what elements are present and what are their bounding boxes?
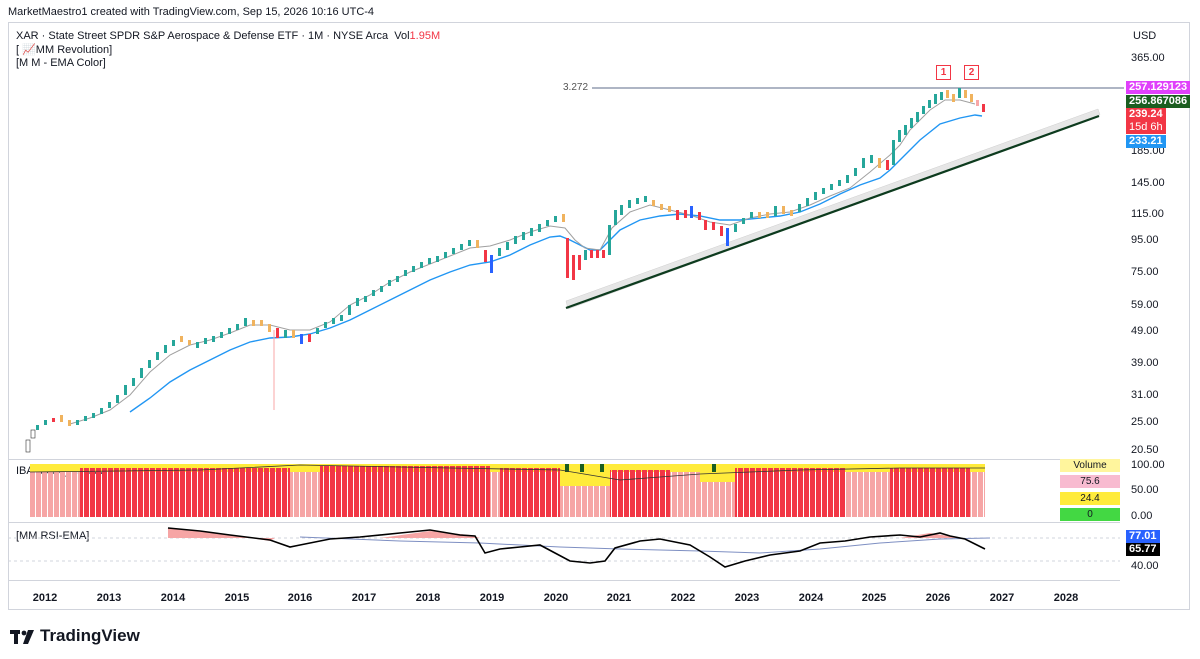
mf-box-volume: Volume xyxy=(1060,459,1120,472)
price-tag-ema: 233.21 xyxy=(1126,135,1166,148)
chart-frame xyxy=(8,22,1190,610)
price-axis-label: 49.00 xyxy=(1131,325,1159,337)
x-axis-label: 2018 xyxy=(415,592,441,604)
vol-value: 1.95M xyxy=(409,30,441,42)
ma-line xyxy=(69,99,976,425)
x-axis-label: 2022 xyxy=(670,592,696,604)
rsi-axis-label: 40.00 xyxy=(1131,560,1159,572)
x-axis-label: 2024 xyxy=(798,592,824,604)
x-axis-label: 2020 xyxy=(543,592,569,604)
mf-box-value: 24.4 xyxy=(1060,492,1120,505)
x-axis-label: 2021 xyxy=(606,592,632,604)
tradingview-logo[interactable]: TradingView xyxy=(10,626,140,646)
mf-axis-label: 100.00 xyxy=(1131,459,1165,471)
trend-line xyxy=(565,114,1100,310)
vol-label: Vol xyxy=(394,30,410,42)
rsi-chart[interactable] xyxy=(0,523,1200,580)
mf-box-value: 75.6 xyxy=(1060,475,1120,488)
mf-box-value: 0 xyxy=(1060,508,1120,521)
x-axis-label: 2026 xyxy=(925,592,951,604)
x-axis-label: 2015 xyxy=(224,592,250,604)
x-axis-label: 2013 xyxy=(96,592,122,604)
price-axis-label: 31.00 xyxy=(1131,389,1159,401)
x-axis-label: 2027 xyxy=(989,592,1015,604)
x-axis-label: 2025 xyxy=(861,592,887,604)
price-axis-label: 39.00 xyxy=(1131,357,1159,369)
currency-label[interactable]: USD xyxy=(1133,30,1157,42)
marker-1: 1 xyxy=(936,65,951,80)
tradingview-logo-icon xyxy=(10,629,36,644)
mf-axis-label: 0.00 xyxy=(1131,510,1153,522)
mf-axis-label: 50.00 xyxy=(1131,484,1159,496)
price-axis-label: 59.00 xyxy=(1131,299,1159,311)
x-axis-label: 2014 xyxy=(160,592,186,604)
price-axis-label: 75.00 xyxy=(1131,266,1159,278)
indicator-mm-revolution[interactable]: [ 📈MM Revolution] xyxy=(16,44,113,56)
x-axis-label: 2019 xyxy=(479,592,505,604)
price-axis-label: 365.00 xyxy=(1131,52,1165,64)
x-axis-label: 2012 xyxy=(32,592,58,604)
x-axis-label: 2016 xyxy=(287,592,313,604)
pane-separator[interactable] xyxy=(8,522,1120,523)
x-axis-label: 2028 xyxy=(1053,592,1079,604)
symbol-legend[interactable]: XAR · State Street SPDR S&P Aerospace & … xyxy=(16,30,440,42)
price-axis-label: 95.00 xyxy=(1131,234,1159,246)
price-tag-last: 239.24 xyxy=(1126,108,1166,121)
x-axis-label: 2023 xyxy=(734,592,760,604)
price-axis-label: 185.00 xyxy=(1131,145,1165,157)
rsi-tag-rsi: 65.77 xyxy=(1126,543,1160,556)
brand-name: TradingView xyxy=(40,626,140,645)
chart-attribution: MarketMaestro1 created with TradingView.… xyxy=(8,6,375,18)
price-axis-label: 145.00 xyxy=(1131,177,1165,189)
marker-2: 2 xyxy=(964,65,979,80)
price-axis-label: 25.00 xyxy=(1131,416,1159,428)
price-axis-label: 20.50 xyxy=(1131,444,1159,456)
rsi-tag-ema: 77.01 xyxy=(1126,530,1160,543)
x-axis-label: 2017 xyxy=(351,592,377,604)
price-tag-line: 256.867086 xyxy=(1126,95,1191,108)
bar-countdown: 15d 6h xyxy=(1126,121,1166,134)
indicator-ema-color[interactable]: [M M - EMA Color] xyxy=(16,57,106,69)
horizontal-line-label: 3.272 xyxy=(563,82,589,93)
price-tag-high: 257.129123 xyxy=(1126,81,1191,94)
candles xyxy=(25,88,985,453)
main-price-chart[interactable] xyxy=(0,0,1200,610)
ema-line xyxy=(129,114,983,413)
pane-separator[interactable] xyxy=(8,580,1120,581)
price-axis-label: 115.00 xyxy=(1131,208,1164,220)
rsi-title[interactable]: [MM RSI-EMA] xyxy=(16,530,90,542)
pane-separator[interactable] xyxy=(8,459,1120,460)
money-flow-histogram[interactable] xyxy=(0,460,1200,522)
symbol-line: XAR · State Street SPDR S&P Aerospace & … xyxy=(16,30,389,42)
